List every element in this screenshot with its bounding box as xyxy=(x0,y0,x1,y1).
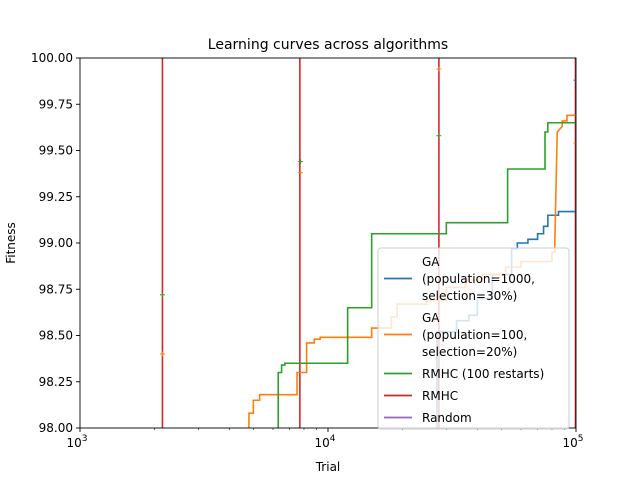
y-tick-label-4: 99.00 xyxy=(39,236,73,250)
y-axis-label: Fitness xyxy=(4,222,18,264)
legend-label: (population=100, xyxy=(422,328,527,342)
y-tick-label-6: 99.50 xyxy=(39,144,73,158)
x-tick-label-0: 103 xyxy=(66,434,87,450)
data-marker-1 xyxy=(159,351,165,357)
legend-label: selection=30%) xyxy=(422,289,517,303)
chart-title: Learning curves across algorithms xyxy=(208,37,448,53)
data-marker-7 xyxy=(573,140,576,146)
y-tick-label-1: 98.25 xyxy=(39,375,73,389)
legend-item-4: Random xyxy=(384,411,472,425)
legend-label: RMHC (100 restarts) xyxy=(422,367,544,381)
data-marker-6 xyxy=(573,77,576,83)
y-tick-label-8: 100.00 xyxy=(31,51,73,65)
data-marker-3 xyxy=(298,170,304,176)
legend-box xyxy=(377,247,570,430)
y-tick-label-7: 99.75 xyxy=(39,97,73,111)
data-marker-4 xyxy=(436,66,442,72)
axes: 98.00 98.25 98.50 98.75 99.00 99.25 99.50 99.75… xyxy=(31,51,584,450)
legend-label: Random xyxy=(422,411,472,425)
legend-label: (population=1000, xyxy=(422,272,535,286)
data-marker-0 xyxy=(159,292,165,298)
x-axis-label: Trial xyxy=(315,460,341,474)
x-tick-label-2: 105 xyxy=(562,434,583,450)
x-tick-label-1: 104 xyxy=(314,434,335,450)
legend: GA (population=1000, selection=30%) GA (popu… xyxy=(377,247,570,430)
y-tick-label-3: 98.75 xyxy=(39,282,73,296)
legend-item-3: RMHC xyxy=(384,389,458,403)
legend-item-0: GA (population=1000, selection=30%) xyxy=(384,255,535,303)
y-tick-label-5: 99.25 xyxy=(39,190,73,204)
legend-label: RMHC xyxy=(422,389,458,403)
y-tick-label-0: 98.00 xyxy=(39,421,73,435)
y-tick-label-2: 98.50 xyxy=(39,329,73,343)
legend-item-1: GA (population=100, selection=20%) xyxy=(384,311,527,359)
legend-label: selection=20%) xyxy=(422,345,517,359)
legend-label: GA xyxy=(422,255,440,269)
legend-item-2: RMHC (100 restarts) xyxy=(384,367,544,381)
legend-label: GA xyxy=(422,311,440,325)
series-line-2 xyxy=(277,121,576,428)
data-marker-5 xyxy=(436,133,442,139)
data-marker-2 xyxy=(298,159,304,165)
